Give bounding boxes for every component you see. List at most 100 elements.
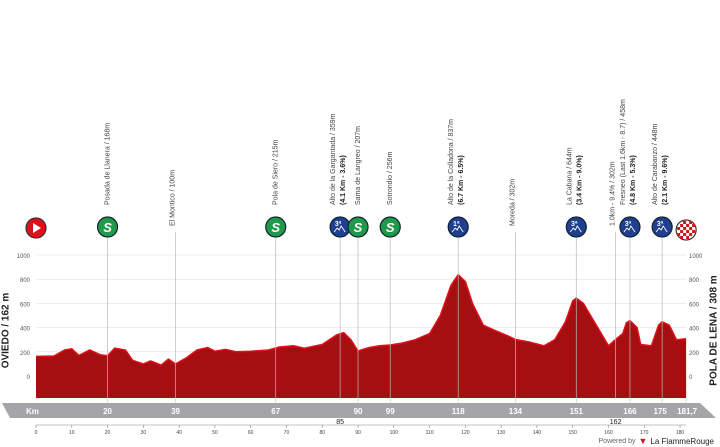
km-marker: 151 <box>570 407 584 416</box>
powered-by: Powered by ▼ La FlammeRouge <box>599 436 714 446</box>
x-tick-label: 60 <box>248 430 254 436</box>
km-marker: 181,7 <box>677 407 698 416</box>
checkered-square <box>677 227 681 230</box>
checkered-square <box>689 221 693 224</box>
point-label: Pola de Siero / 215m <box>273 139 280 205</box>
x-tick-label: 160 <box>604 430 613 436</box>
checkered-square <box>677 233 681 236</box>
km-marker-below: 162 <box>610 419 622 426</box>
kom-category: 3ª <box>335 221 342 228</box>
elevation-profile <box>36 274 687 398</box>
point-detail: (4.8 Km - 5.3%) <box>630 155 637 205</box>
point-detail: (4.1 Km - 3.6%) <box>340 155 347 205</box>
km-marker: 99 <box>386 407 395 416</box>
sprint-icon-label: S <box>271 220 280 235</box>
x-tick-label: 10 <box>69 430 75 436</box>
point-detail: (3.4 Km - 9.0%) <box>576 155 583 205</box>
y-tick-right: 600 <box>689 302 700 308</box>
x-tick-label: 110 <box>426 430 434 436</box>
point-label: Alto de Carabanzo / 448m <box>652 124 659 205</box>
checkered-square <box>689 227 693 230</box>
mountain-icon <box>655 225 668 233</box>
y-tick-right: 200 <box>689 351 700 357</box>
y-tick-right: 0 <box>689 375 693 381</box>
km-marker: 118 <box>452 407 465 416</box>
play-icon <box>33 223 41 233</box>
mountain-icon <box>333 225 346 233</box>
km-unit: Km <box>26 407 39 416</box>
point-label: Alto de la Colladona / 837m <box>448 119 455 205</box>
km-marker: 166 <box>623 407 637 416</box>
x-tick-label: 170 <box>640 430 649 436</box>
x-tick-label: 40 <box>176 430 182 436</box>
start-label: OVIEDO / 162 m <box>0 292 12 369</box>
y-tick-left: 0 <box>27 375 31 381</box>
checkered-square <box>689 233 693 236</box>
x-tick-label: 0 <box>35 430 38 436</box>
kom-category: 3ª <box>571 221 578 228</box>
sprint-icon-label: S <box>386 220 395 235</box>
x-tick-label: 120 <box>461 430 470 436</box>
checkered-square <box>692 230 696 233</box>
finish-label: POLA DE LENA / 308 m <box>708 275 720 386</box>
sprint-icon <box>265 216 287 238</box>
point-label: Fresneo (Last 1.6km - 8.7) / 458m <box>620 99 627 205</box>
checkered-square <box>680 224 684 227</box>
point-label: Sama de Langreo / 207m <box>355 126 362 205</box>
sprint-icon-label: S <box>354 220 363 235</box>
point-label: El Montico / 100m <box>170 170 177 226</box>
sprint-icon <box>96 216 119 238</box>
checkered-square <box>680 230 684 233</box>
km-marker: 20 <box>103 407 112 416</box>
sprint-icon <box>347 216 369 238</box>
y-tick-left: 1000 <box>17 254 31 260</box>
checkered-square <box>686 236 690 239</box>
powered-by-text: Powered by <box>598 437 636 445</box>
km-marker-below: 85 <box>336 419 344 426</box>
x-tick-label: 130 <box>497 430 506 436</box>
y-tick-right: 800 <box>689 278 700 284</box>
kom-category: 3ª <box>625 221 632 228</box>
km-bar <box>2 403 716 418</box>
point-detail: (2.1 Km - 9.6%) <box>662 155 669 205</box>
point-label: La Cabana / 644m <box>566 147 573 205</box>
y-tick-left: 400 <box>20 327 31 333</box>
checkered-square <box>683 221 687 224</box>
point-detail: (6.7 Km - 6.5%) <box>458 155 465 205</box>
km-marker: 39 <box>171 407 180 416</box>
checkered-square <box>692 224 696 227</box>
y-tick-left: 800 <box>20 278 31 284</box>
point-label: Moreda / 302m <box>509 179 516 226</box>
checkered-square <box>683 227 687 230</box>
x-tick-label: 180 <box>676 430 685 436</box>
point-label: Alto de la Gargantada / 359m <box>330 113 337 205</box>
x-tick-label: 100 <box>390 430 399 436</box>
x-tick-label: 30 <box>141 430 147 436</box>
x-tick-label: 90 <box>355 430 361 436</box>
km-marker: 134 <box>509 407 523 416</box>
kom-category: 3ª <box>657 221 664 228</box>
mountain-icon <box>451 225 464 233</box>
point-label: Posada de Llanera / 168m <box>105 123 112 205</box>
km-marker: 175 <box>653 407 667 416</box>
x-tick-label: 150 <box>569 430 578 436</box>
flamme-rouge-logo-icon: ▼ <box>638 436 648 446</box>
sprint-icon <box>379 216 401 238</box>
x-tick-label: 70 <box>284 430 290 436</box>
mountain-icon <box>623 225 636 233</box>
y-tick-left: 600 <box>20 302 31 308</box>
km-marker: 67 <box>271 407 280 416</box>
mountain-icon <box>569 225 582 233</box>
y-tick-right: 1000 <box>689 254 703 260</box>
sprint-icon-label: S <box>103 220 112 235</box>
brand-name: La FlammeRouge <box>650 436 714 446</box>
checkered-square <box>686 224 690 227</box>
x-tick-label: 50 <box>212 430 218 436</box>
x-tick-label: 80 <box>319 430 325 436</box>
point-label: Sotrondio / 256m <box>387 152 394 205</box>
x-tick-label: 140 <box>533 430 542 436</box>
checkered-square <box>680 236 684 239</box>
x-tick-label: 20 <box>105 430 111 436</box>
